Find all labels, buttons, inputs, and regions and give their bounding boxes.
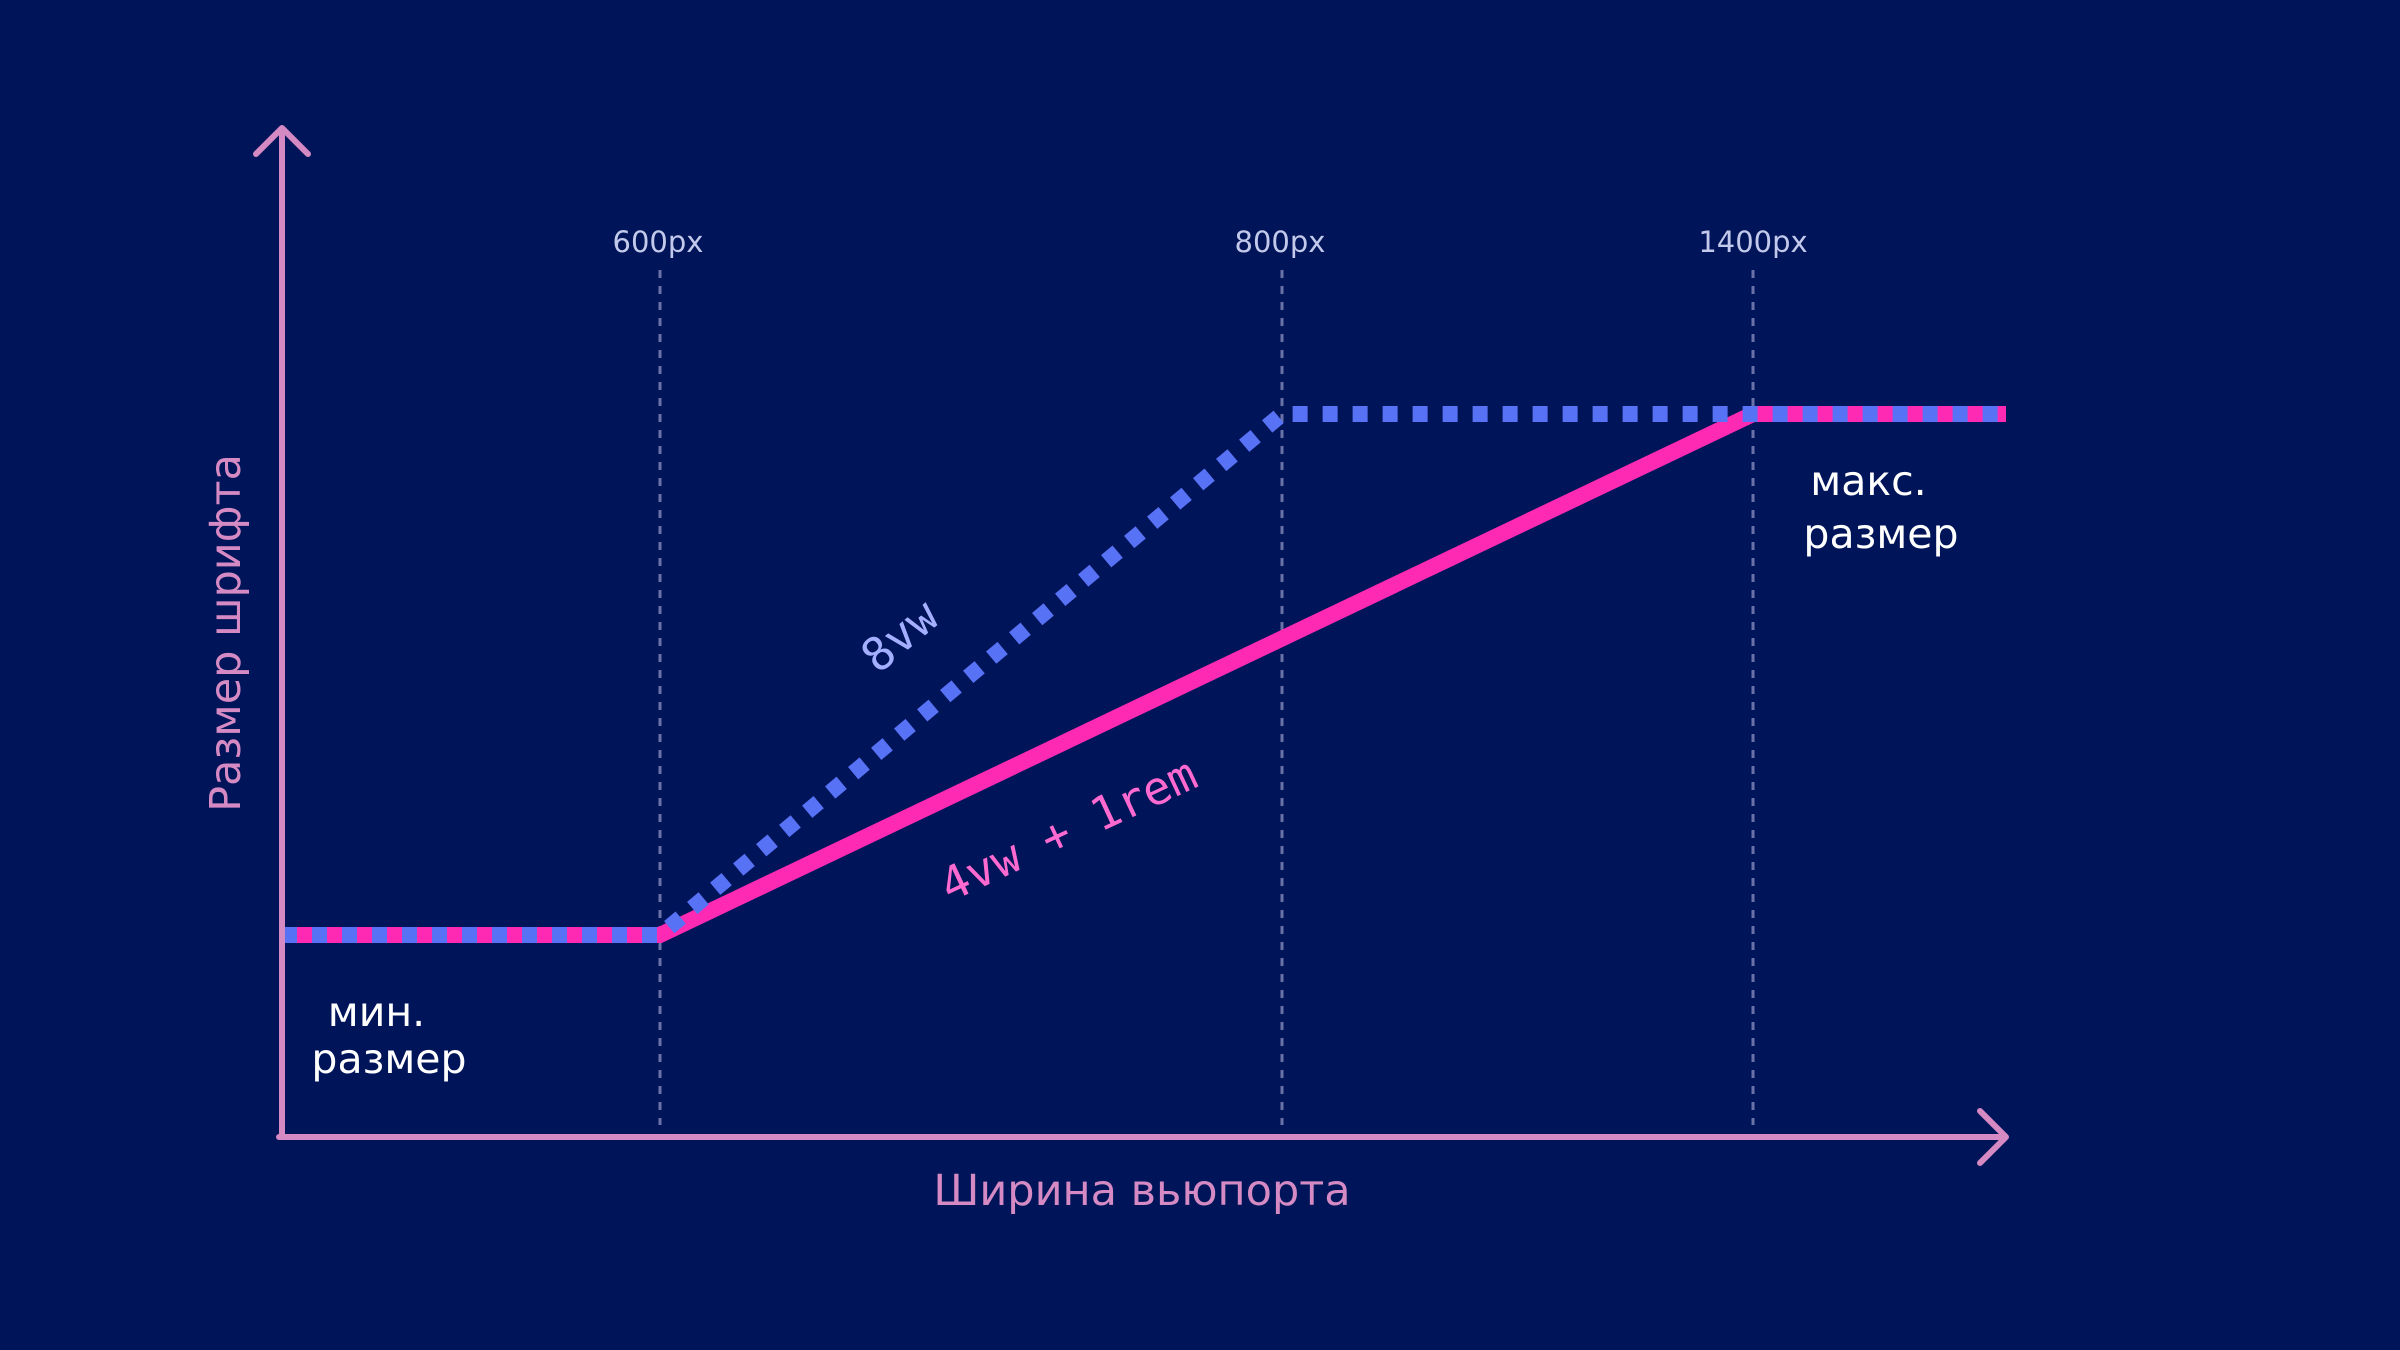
series-label-4vw-1rem: 4vw + 1rem — [931, 747, 1205, 913]
breakpoint-label-800: 800px — [1235, 225, 1326, 259]
min-size-label: мин. размер — [311, 988, 466, 1083]
max-size-label: макс. размер — [1803, 457, 1958, 558]
series-8vw-line — [282, 406, 2006, 943]
min-size-line-1: мин. — [328, 988, 425, 1036]
series-label-8vw: 8vw — [851, 588, 950, 683]
axes — [253, 125, 2009, 1166]
y-axis-title: Размер шрифта — [201, 454, 251, 812]
series-4vw-1rem-line — [282, 406, 2006, 943]
breakpoint-label-600: 600px — [613, 225, 704, 259]
x-axis-title: Ширина вьюпорта — [933, 1166, 1350, 1216]
breakpoint-guides — [658, 270, 1755, 1125]
max-size-line-1: макс. — [1810, 457, 1926, 505]
x-axis-arrow-icon — [1977, 1108, 2009, 1166]
y-axis-arrow-icon — [253, 125, 311, 157]
min-size-line-2: размер — [311, 1035, 466, 1083]
max-size-line-2: размер — [1803, 510, 1958, 558]
breakpoint-label-1400: 1400px — [1698, 225, 1807, 259]
